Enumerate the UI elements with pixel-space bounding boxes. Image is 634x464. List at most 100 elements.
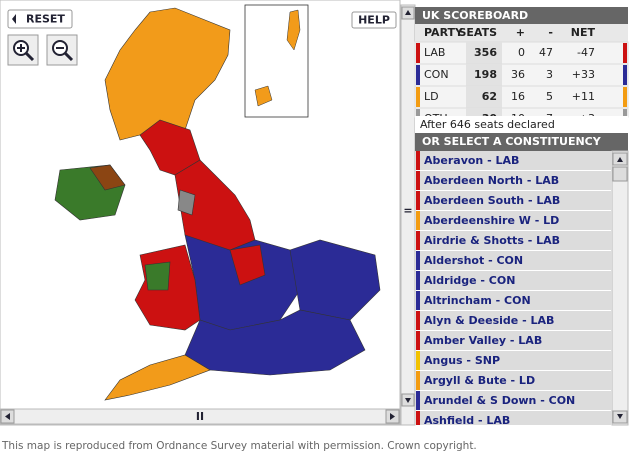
table-header xyxy=(415,24,628,42)
column-header: NET xyxy=(571,26,596,39)
constituency-label[interactable]: Amber Valley - LAB xyxy=(424,334,542,347)
scroll-thumb[interactable]: II xyxy=(196,410,204,423)
uk-map[interactable] xyxy=(54,7,381,401)
seats-cell xyxy=(466,64,502,86)
zoom-out-button[interactable] xyxy=(46,34,78,66)
reset-label: RESET xyxy=(26,13,65,26)
party-color xyxy=(623,87,627,107)
constituency-item[interactable] xyxy=(415,371,612,390)
constituency-label[interactable]: Aberdeen South - LAB xyxy=(424,194,560,207)
constituency-item[interactable] xyxy=(415,191,612,210)
region[interactable] xyxy=(286,9,301,51)
region[interactable] xyxy=(89,164,126,191)
constituency-label[interactable]: Arundel & S Down - CON xyxy=(424,394,575,407)
party-color xyxy=(623,43,627,63)
party-color xyxy=(416,87,420,107)
constituency-item[interactable] xyxy=(415,391,612,410)
constituency-item[interactable] xyxy=(415,231,612,250)
score-loss: 3 xyxy=(546,68,553,81)
constituency-label[interactable]: Airdrie & Shotts - LAB xyxy=(424,234,560,247)
constituency-item[interactable] xyxy=(415,331,612,350)
column-header: SEATS xyxy=(458,26,497,39)
party-color xyxy=(416,331,420,350)
constituency-item[interactable] xyxy=(415,311,612,330)
party-color xyxy=(416,291,420,310)
constituency-label[interactable]: Aldershot - CON xyxy=(424,254,523,267)
splitter-grip: = xyxy=(403,204,412,217)
party-color xyxy=(416,65,420,85)
help-label: HELP xyxy=(358,14,390,27)
list-header xyxy=(415,133,628,151)
constituency-label[interactable]: Angus - SNP xyxy=(424,354,500,367)
arrow xyxy=(390,413,395,420)
arrow xyxy=(617,157,623,162)
constituency-item[interactable] xyxy=(415,211,612,230)
constituency-label[interactable]: Aldridge - CON xyxy=(424,274,515,287)
party-color xyxy=(416,351,420,370)
party-color xyxy=(416,151,420,170)
inset-box xyxy=(244,4,309,118)
score-seats: 62 xyxy=(482,90,497,103)
constituency-item[interactable] xyxy=(415,271,612,290)
scoreboard-title: UK SCOREBOARD xyxy=(422,9,528,22)
constituency-item[interactable] xyxy=(415,411,612,430)
column-header: - xyxy=(548,26,553,39)
region[interactable] xyxy=(229,244,266,286)
seats-cell xyxy=(466,42,502,64)
zoom-in-button[interactable] xyxy=(7,34,39,66)
party-color xyxy=(416,109,420,116)
party-color xyxy=(416,311,420,330)
reset-button[interactable] xyxy=(7,9,73,29)
list-scrollbar[interactable] xyxy=(611,150,629,426)
scoreboard-header xyxy=(415,7,628,24)
party-color xyxy=(623,65,627,85)
region[interactable] xyxy=(144,261,171,291)
constituency-label[interactable]: Alyn & Deeside - LAB xyxy=(424,314,554,327)
score-gain: 0 xyxy=(518,46,525,59)
party-color xyxy=(416,43,420,63)
constituency-label[interactable]: Aberdeenshire W - LD xyxy=(424,214,559,227)
help-button[interactable] xyxy=(351,11,397,29)
constituency-label[interactable]: Aberdeen North - LAB xyxy=(424,174,559,187)
score-seats: 198 xyxy=(474,68,497,81)
party-color xyxy=(416,211,420,230)
constituency-item[interactable] xyxy=(415,171,612,190)
constituency-item[interactable] xyxy=(415,151,612,170)
arrow xyxy=(5,413,10,420)
party-color xyxy=(416,191,420,210)
column-header: PARTY xyxy=(424,26,464,39)
scoreboard-note: After 646 seats declared xyxy=(420,118,555,131)
score-seats: 356 xyxy=(474,46,497,59)
seats-cell xyxy=(466,108,502,117)
arrow xyxy=(617,414,623,419)
constituency-label[interactable]: Argyll & Bute - LD xyxy=(424,374,535,387)
reset-icon xyxy=(12,14,16,24)
party-color xyxy=(416,411,420,425)
score-net: -47 xyxy=(577,46,595,59)
party-color xyxy=(623,109,627,116)
score-loss: 47 xyxy=(539,46,553,59)
constituency-item[interactable] xyxy=(415,251,612,270)
region[interactable] xyxy=(254,85,273,107)
region[interactable] xyxy=(104,354,211,401)
party-color xyxy=(416,171,420,190)
list-scroll-thumb[interactable] xyxy=(612,166,628,182)
constituency-label[interactable]: Altrincham - CON xyxy=(424,294,531,307)
constituency-item[interactable] xyxy=(415,351,612,370)
score-party: LD xyxy=(424,90,439,103)
party-color xyxy=(416,391,420,410)
constituency-label[interactable]: Aberavon - LAB xyxy=(424,154,519,167)
score-net: +33 xyxy=(572,68,595,81)
list-title: OR SELECT A CONSTITUENCY xyxy=(422,135,602,148)
h-scrollbar[interactable] xyxy=(0,408,401,425)
constituency-list: Aberavon - LAB Aberdeen North - LAB Aberde… xyxy=(415,151,612,430)
note-bg xyxy=(415,116,628,133)
constituency-label[interactable]: Ashfield - LAB xyxy=(424,414,510,427)
footer-note: This map is reproduced from Ordnance Sur… xyxy=(1,440,477,452)
score-party: LAB xyxy=(424,46,445,59)
score-gain: 36 xyxy=(511,68,525,81)
constituency-item[interactable] xyxy=(415,291,612,310)
region[interactable] xyxy=(177,189,196,216)
seats-cell xyxy=(466,86,502,108)
